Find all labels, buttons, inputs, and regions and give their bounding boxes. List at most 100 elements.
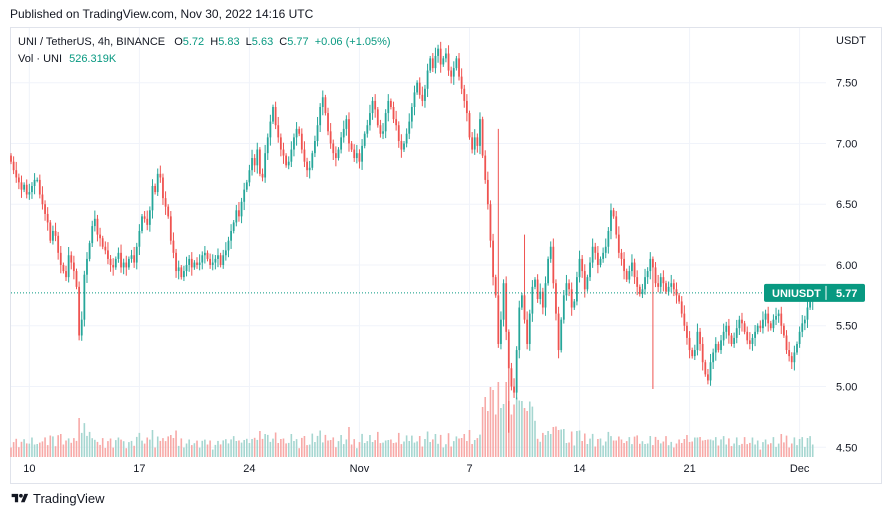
volume-bar: [135, 436, 138, 457]
volume-bar: [392, 443, 395, 457]
volume-bar: [673, 447, 675, 457]
candle: [492, 233, 494, 286]
candle-body: [759, 325, 762, 329]
volume-bar: [455, 436, 458, 457]
volume-bar: [170, 435, 172, 457]
candle-body: [644, 277, 646, 290]
candle-body: [128, 258, 130, 268]
volume-bar: [361, 433, 363, 457]
volume-bar: [735, 437, 738, 457]
volume-bar: [321, 442, 324, 457]
candle-body: [46, 213, 49, 223]
candle-body: [429, 58, 432, 71]
candle-body: [581, 258, 584, 272]
volume-bar: [565, 443, 568, 457]
candle: [751, 334, 754, 351]
ohlc-row: UNI / TetherUS, 4h, BINANCE O5.72 H5.83 …: [18, 34, 391, 51]
volume-bar: [691, 441, 693, 457]
candle: [93, 210, 96, 232]
price-tick-label: 7.00: [836, 138, 857, 150]
candle-body: [311, 153, 314, 168]
candle: [120, 244, 122, 273]
candle-body: [793, 352, 796, 363]
candle: [353, 144, 356, 162]
candle: [240, 197, 243, 224]
volume-bar: [253, 437, 256, 457]
time-tick-label: 10: [23, 463, 35, 475]
volume-bar: [115, 440, 117, 457]
volume-bar: [353, 439, 356, 457]
candle: [767, 306, 770, 332]
candle-body: [458, 58, 460, 77]
candle: [801, 315, 804, 338]
candle-body: [316, 125, 319, 142]
candle-body: [544, 283, 547, 308]
volume-bar: [783, 442, 785, 457]
candle: [431, 53, 434, 72]
candle-body: [565, 283, 568, 296]
volume-bar: [699, 437, 701, 457]
volume-bar: [434, 434, 437, 457]
candle-body: [203, 252, 206, 256]
volume-bar: [790, 443, 793, 457]
volume-bar: [583, 433, 586, 457]
volume-bar: [164, 441, 167, 457]
volume-bar: [235, 441, 238, 457]
time-tick-label: 7: [466, 463, 472, 475]
candle-body: [620, 252, 623, 259]
candle: [743, 320, 746, 335]
candle-body: [188, 258, 191, 265]
candle-body: [455, 58, 458, 69]
candle: [764, 309, 767, 327]
candle-body: [604, 246, 607, 253]
candle-body: [209, 258, 212, 265]
candle-body: [576, 277, 578, 302]
candle: [167, 204, 170, 219]
volume-bar: [358, 442, 361, 457]
candle-body: [314, 141, 316, 154]
volume-bar: [641, 441, 644, 457]
volume-bar: [576, 431, 578, 457]
volume-bar: [722, 436, 725, 457]
candle-body: [99, 234, 101, 239]
volume-bar: [314, 442, 316, 457]
high-label: H: [210, 36, 219, 48]
candle-body: [224, 250, 227, 256]
candle-body: [447, 53, 450, 71]
volume-bar: [387, 440, 390, 457]
volume-bar: [363, 443, 366, 457]
time-tick-label: Nov: [350, 463, 370, 475]
candle: [279, 133, 282, 157]
candle: [107, 242, 109, 265]
volume-bar: [466, 441, 468, 457]
footer[interactable]: TradingView: [10, 491, 105, 506]
volume-bar: [46, 445, 49, 457]
price-tick-label: 6.50: [836, 199, 857, 211]
candle-body: [348, 119, 350, 144]
volume-bar: [206, 444, 209, 457]
volume-bar: [261, 438, 264, 457]
volume-bar: [620, 439, 623, 457]
candle: [612, 207, 615, 219]
candle: [505, 276, 508, 341]
candle-body: [646, 271, 649, 278]
candle-body: [738, 319, 741, 329]
candle-body: [712, 352, 715, 363]
candle: [691, 347, 694, 359]
volume-bar: [44, 437, 46, 457]
volume-bar: [707, 439, 709, 457]
volume-bar: [785, 435, 788, 457]
volume-bar: [489, 387, 492, 457]
candle: [465, 94, 468, 122]
volume-bar: [369, 435, 371, 457]
symbol-info: UNI / TetherUS, 4h, BINANCE: [18, 36, 166, 48]
volume-bar: [319, 430, 321, 457]
candle-body: [190, 258, 193, 268]
candle: [615, 211, 618, 239]
candle-body: [539, 291, 542, 300]
candle-body: [109, 258, 112, 265]
volume-value: 526.319K: [69, 53, 117, 65]
candle: [65, 265, 67, 282]
candle: [287, 156, 290, 170]
